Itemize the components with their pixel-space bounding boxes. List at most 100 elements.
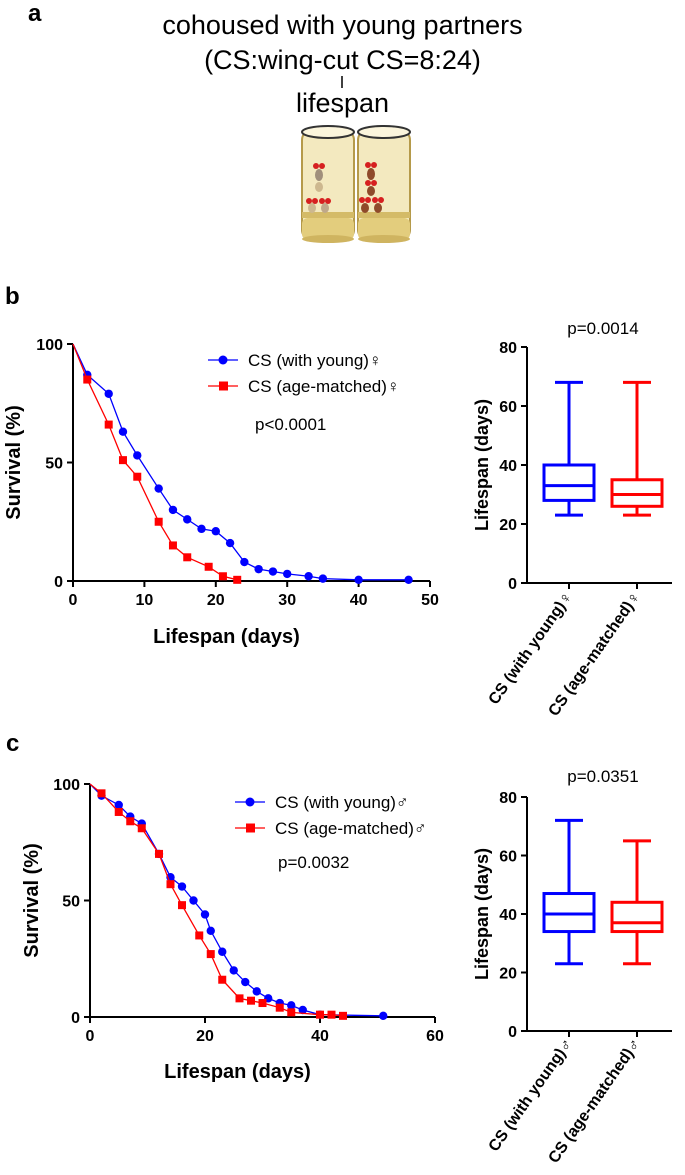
- y-tick-label: 50: [62, 894, 80, 911]
- data-point-age-matched: [118, 456, 127, 465]
- fly-icon: [359, 162, 384, 213]
- chart-c-survival: 0 20 40 60 0 50 100 Lifespan (days) Survival (%)…: [21, 777, 444, 1083]
- data-point-with-young: [229, 966, 238, 975]
- data-point-age-matched: [155, 849, 163, 858]
- data-point-with-young: [379, 1011, 388, 1021]
- fly-icon: [306, 163, 331, 213]
- data-point-age-matched: [183, 553, 192, 562]
- data-point-age-matched: [195, 931, 204, 940]
- x-tick-label: 60: [426, 1028, 444, 1045]
- box-iqr-age-matched: [610, 900, 664, 934]
- y-axis-label: Lifespan (days): [472, 399, 492, 531]
- x-tick-label: 30: [278, 592, 296, 609]
- x-tick-label: 0: [86, 1028, 95, 1045]
- legend-marker-with-young: [245, 797, 255, 807]
- series-line-age-matched: [72, 343, 238, 581]
- x-tick-label: 40: [350, 592, 368, 609]
- data-point-age-matched: [218, 572, 227, 581]
- data-point-with-young: [206, 926, 215, 935]
- data-point-age-matched: [104, 420, 113, 429]
- data-point-age-matched: [126, 817, 135, 826]
- y-tick-label: 0: [54, 574, 63, 591]
- p-value-annotation: p=0.0351: [567, 767, 638, 786]
- x-tick-label: 50: [421, 592, 439, 609]
- data-point-with-young: [225, 538, 235, 548]
- data-point-with-young: [304, 572, 313, 581]
- data-point-with-young: [354, 575, 363, 585]
- x-axis-label: Lifespan (days): [153, 626, 300, 648]
- panel-a-title-line3: lifespan: [295, 88, 390, 118]
- p-value-annotation: p<0.0001: [255, 415, 326, 434]
- y-tick-label: 20: [499, 517, 517, 534]
- legend-label-age-matched: CS (age-matched)♂: [275, 819, 427, 838]
- data-point-age-matched: [258, 999, 267, 1008]
- data-point-with-young: [177, 882, 187, 891]
- y-axis-label: Lifespan (days): [472, 848, 492, 980]
- data-point-with-young: [318, 574, 328, 583]
- y-tick-label: 80: [499, 790, 517, 807]
- data-point-with-young: [168, 505, 178, 515]
- data-point-with-young: [283, 569, 292, 579]
- data-point-with-young: [240, 557, 249, 567]
- data-point-age-matched: [114, 807, 123, 816]
- legend-marker-with-young: [218, 355, 228, 365]
- data-point-with-young: [197, 524, 206, 534]
- vial-illustration-left: [301, 125, 355, 243]
- data-point-with-young: [104, 389, 113, 398]
- data-point-age-matched: [204, 562, 213, 571]
- data-point-with-young: [189, 896, 198, 905]
- legend-marker-age-matched: [246, 823, 255, 833]
- y-tick-label: 60: [499, 849, 517, 866]
- x-tick-label: 20: [207, 592, 225, 609]
- y-tick-label: 0: [71, 1010, 80, 1027]
- box-iqr-with-young: [542, 463, 596, 502]
- data-point-with-young: [133, 451, 142, 460]
- panel-a-title-line1: cohoused with young partners: [162, 10, 523, 40]
- data-point-with-young: [268, 567, 278, 576]
- data-point-age-matched: [178, 901, 186, 910]
- y-tick-label: 20: [499, 966, 517, 983]
- data-point-age-matched: [327, 1010, 336, 1019]
- y-tick-label: 80: [499, 340, 517, 357]
- data-point-age-matched: [275, 1003, 284, 1012]
- x-tick-label: 40: [311, 1028, 329, 1045]
- data-point-with-young: [183, 515, 192, 524]
- data-point-age-matched: [247, 996, 255, 1005]
- y-tick-label: 50: [45, 456, 63, 473]
- legend-label-age-matched: CS (age-matched)♀: [248, 377, 400, 396]
- data-point-age-matched: [218, 975, 227, 984]
- data-point-with-young: [298, 1005, 307, 1015]
- data-point-age-matched: [206, 950, 215, 959]
- chart-b-survival: 0 10 20 30 40 50 0 50 100 Lifespan (days) Survival…: [3, 337, 439, 648]
- vial-illustration-right: [357, 125, 411, 243]
- x-tick-label: 20: [196, 1028, 214, 1045]
- data-point-with-young: [252, 987, 261, 996]
- x-tick-label: 10: [136, 592, 154, 609]
- panel-letter-a: a: [28, 0, 42, 27]
- data-point-age-matched: [168, 541, 177, 550]
- y-tick-label: 40: [499, 458, 517, 475]
- panel-letter-c: c: [6, 730, 20, 757]
- p-value-annotation: p=0.0032: [278, 853, 349, 872]
- data-point-age-matched: [137, 824, 146, 833]
- x-tick-label: 0: [69, 592, 78, 609]
- data-point-with-young: [118, 427, 128, 436]
- legend-label-with-young: CS (with young)♀: [248, 351, 382, 370]
- data-point-age-matched: [83, 375, 92, 384]
- data-point-age-matched: [287, 1008, 296, 1017]
- p-value-annotation: p=0.0014: [567, 319, 638, 338]
- data-point-age-matched: [233, 575, 242, 584]
- y-tick-label: 100: [36, 337, 63, 354]
- panel-letter-b: b: [5, 283, 20, 310]
- y-tick-label: 40: [499, 907, 517, 924]
- data-point-with-young: [211, 527, 220, 536]
- y-tick-label: 100: [53, 777, 80, 794]
- data-point-with-young: [241, 977, 250, 987]
- data-point-with-young: [218, 947, 227, 956]
- y-axis-label: Survival (%): [21, 843, 43, 957]
- data-point-with-young: [287, 1001, 296, 1010]
- data-point-with-young: [200, 910, 210, 919]
